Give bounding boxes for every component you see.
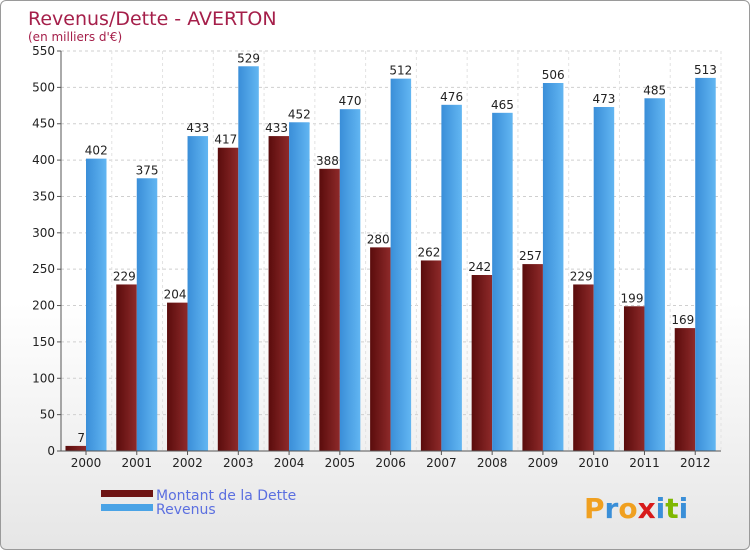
value-label-revenus: 465: [491, 98, 514, 112]
axis-layer: 0 50 100 150 200 250 300 350 400 450 500 550 2000 200…: [32, 44, 721, 470]
value-label-dette: 388: [316, 154, 339, 168]
bar-dette: [370, 247, 391, 451]
legend: Montant de la Dette Revenus: [101, 488, 296, 518]
bar-dette: [319, 168, 340, 451]
y-tick-label: 400: [32, 153, 55, 167]
bar-revenus: [492, 112, 513, 452]
proxiti-logo: Proxiti: [584, 492, 688, 525]
value-label-dette: 242: [468, 260, 491, 274]
x-tick-label: 2007: [426, 456, 457, 470]
value-label-revenus: 375: [136, 163, 159, 177]
x-tick-label: 2011: [629, 456, 660, 470]
legend-swatch-revenus: [101, 504, 153, 511]
bar-dette: [471, 275, 493, 451]
x-tick-label: 2003: [223, 456, 254, 470]
bar-revenus: [644, 98, 665, 451]
y-tick-label: 350: [32, 189, 55, 203]
logo-letter: x: [638, 492, 656, 525]
legend-label-revenus: Revenus: [156, 502, 216, 518]
value-label-dette: 257: [519, 249, 542, 263]
bar-dette: [674, 328, 696, 451]
value-label-revenus: 485: [643, 83, 666, 97]
value-label-dette: 229: [570, 269, 593, 283]
bar-revenus: [238, 66, 259, 451]
x-tick-label: 2006: [375, 456, 406, 470]
value-label-dette: 7: [77, 431, 85, 445]
bar-dette: [623, 306, 645, 451]
value-label-revenus: 470: [339, 94, 362, 108]
value-label-dette: 417: [214, 133, 237, 147]
x-tick-label: 2001: [121, 456, 152, 470]
x-tick-label: 2005: [325, 456, 356, 470]
x-tick-label: 2002: [172, 456, 203, 470]
value-label-dette: 169: [671, 313, 694, 327]
bar-dette: [116, 284, 137, 451]
y-tick-label: 100: [32, 371, 55, 385]
value-label-dette: 199: [621, 291, 644, 305]
x-tick-label: 2000: [71, 456, 102, 470]
bar-dette: [268, 136, 290, 451]
legend-label-dette: Montant de la Dette: [156, 488, 296, 504]
logo-letter: i: [679, 492, 689, 525]
y-tick-label: 50: [40, 408, 55, 422]
value-label-dette: 433: [265, 121, 288, 135]
bars-layer: [65, 66, 716, 452]
value-label-revenus: 506: [542, 68, 565, 82]
bar-dette: [217, 147, 239, 451]
bar-dette: [65, 445, 86, 451]
bar-dette: [522, 264, 543, 451]
chart-title: Revenus/Dette - AVERTON: [28, 8, 277, 30]
x-tick-label: 2008: [477, 456, 508, 470]
logo-letter: r: [605, 492, 619, 525]
value-label-dette: 262: [417, 245, 440, 259]
value-label-dette: 204: [164, 288, 187, 302]
y-tick-label: 150: [32, 335, 55, 349]
value-label-dette: 280: [367, 232, 390, 246]
y-tick-label: 300: [32, 226, 55, 240]
value-label-revenus: 512: [389, 64, 412, 78]
labels-layer: 7402229375204433417529433452388470280512…: [77, 51, 717, 445]
bar-dette: [573, 284, 594, 451]
value-label-revenus: 529: [237, 51, 260, 65]
value-label-revenus: 513: [694, 63, 717, 77]
y-tick-label: 0: [47, 444, 55, 458]
value-label-revenus: 473: [592, 92, 615, 106]
bar-revenus: [390, 78, 412, 452]
bar-dette: [167, 302, 188, 451]
logo-letter: i: [656, 492, 666, 525]
bar-revenus: [339, 109, 361, 451]
y-tick-label: 250: [32, 262, 55, 276]
chart-subtitle: (en milliers d'€): [28, 30, 122, 44]
bar-revenus: [136, 178, 158, 452]
value-label-revenus: 433: [186, 121, 209, 135]
legend-swatch-dette: [101, 490, 153, 497]
x-tick-label: 2009: [528, 456, 559, 470]
logo-letter: P: [584, 492, 605, 525]
bar-revenus: [187, 136, 209, 451]
x-tick-label: 2010: [578, 456, 609, 470]
value-label-dette: 229: [113, 269, 136, 283]
bar-revenus: [593, 107, 615, 451]
y-tick-label: 200: [32, 299, 55, 313]
y-tick-label: 500: [32, 80, 55, 94]
bar-dette: [420, 260, 442, 451]
bar-revenus: [289, 122, 310, 451]
svg-text:Proxiti: Proxiti: [584, 492, 688, 525]
bar-revenus: [695, 77, 716, 451]
bar-revenus: [86, 158, 107, 452]
y-tick-label: 450: [32, 117, 55, 131]
logo-letter: o: [618, 492, 637, 525]
x-tick-label: 2012: [680, 456, 711, 470]
value-label-revenus: 476: [440, 90, 463, 104]
value-label-revenus: 402: [85, 144, 108, 158]
logo-letter: t: [665, 492, 678, 525]
x-tick-label: 2004: [274, 456, 305, 470]
bar-revenus: [542, 83, 564, 451]
y-tick-label: 550: [32, 44, 55, 58]
bar-revenus: [441, 104, 462, 452]
value-label-revenus: 452: [288, 107, 311, 121]
